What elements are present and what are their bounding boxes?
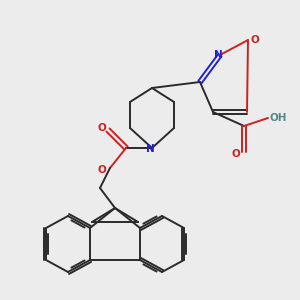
Text: O: O	[232, 149, 240, 159]
Text: O: O	[98, 123, 106, 133]
Text: O: O	[98, 165, 106, 175]
Text: N: N	[146, 144, 154, 154]
Text: O: O	[250, 35, 260, 45]
Text: N: N	[214, 50, 222, 60]
Text: OH: OH	[269, 113, 287, 123]
